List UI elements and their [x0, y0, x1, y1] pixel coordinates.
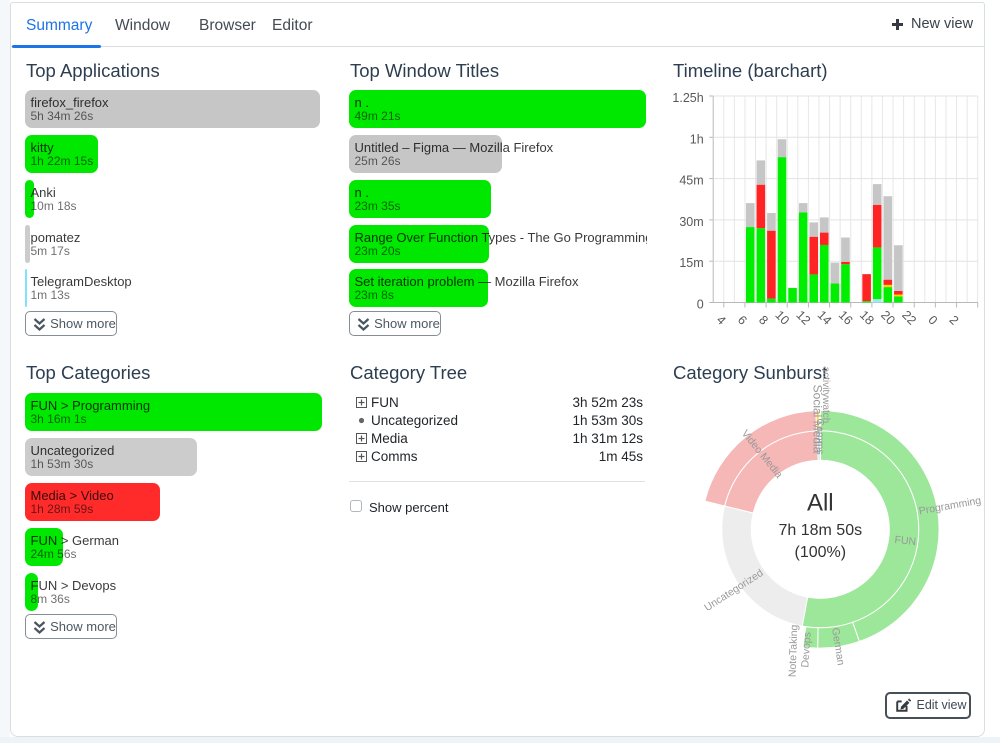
svg-text:8: 8: [756, 313, 771, 328]
svg-text:4: 4: [714, 313, 729, 328]
svg-text:2: 2: [946, 313, 961, 328]
svg-text:14: 14: [815, 308, 835, 328]
svg-text:15m: 15m: [679, 256, 703, 270]
svg-text:(100%): (100%): [795, 544, 847, 561]
svg-text:45m: 45m: [679, 174, 703, 188]
svg-text:12: 12: [793, 308, 813, 328]
svg-text:All: All: [807, 490, 834, 517]
svg-text:7h 18m 50s: 7h 18m 50s: [778, 522, 862, 539]
svg-text:Comms: Comms: [814, 418, 826, 454]
svg-text:1.25h: 1.25h: [672, 91, 703, 105]
svg-text:18: 18: [857, 308, 877, 328]
svg-text:0: 0: [925, 313, 940, 328]
svg-text:22: 22: [899, 308, 919, 328]
svg-text:6: 6: [735, 313, 750, 328]
svg-text:20: 20: [878, 308, 898, 328]
svg-text:Devops: Devops: [799, 632, 813, 668]
svg-text:Social Media: Social Media: [811, 385, 825, 454]
svg-text:NoteTaking: NoteTaking: [787, 624, 801, 677]
svg-text:activitywatch: activitywatch: [820, 367, 831, 424]
svg-text:16: 16: [836, 308, 856, 328]
svg-text:1h: 1h: [690, 132, 704, 146]
svg-text:FUN: FUN: [894, 534, 917, 548]
svg-text:0: 0: [697, 298, 704, 312]
svg-text:German: German: [829, 627, 847, 666]
svg-text:30m: 30m: [679, 215, 703, 229]
svg-text:10: 10: [772, 308, 792, 328]
